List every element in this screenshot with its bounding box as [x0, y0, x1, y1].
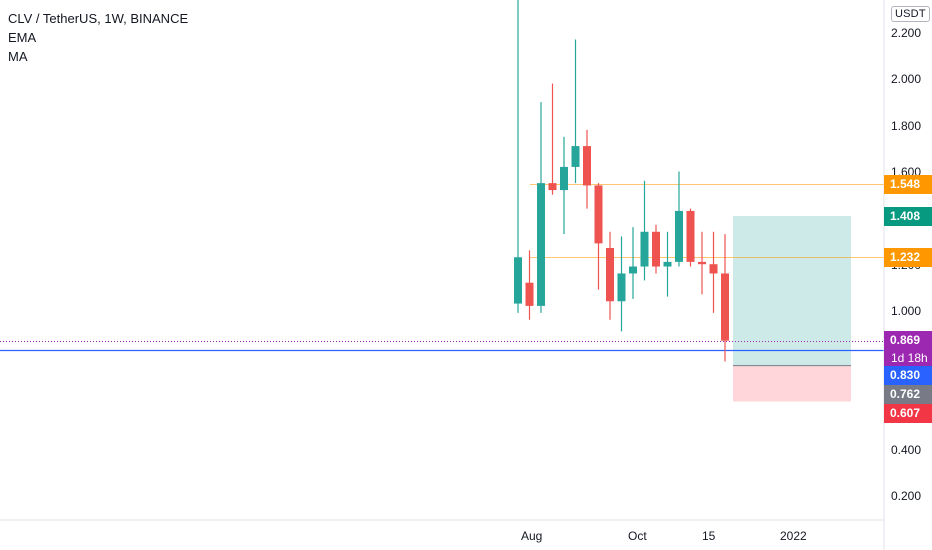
- candle-body: [721, 273, 729, 341]
- candle-body: [617, 273, 626, 302]
- candle-body: [537, 183, 545, 306]
- candle: [514, 0, 522, 313]
- candle: [571, 39, 580, 184]
- blue-line-price-label: 0.830: [884, 366, 932, 385]
- currency-unit-button[interactable]: USDT: [891, 6, 930, 22]
- chart-legend: CLV / TetherUS, 1W, BINANCE EMA MA: [8, 9, 188, 66]
- symbol-title[interactable]: CLV / TetherUS, 1W, BINANCE: [8, 11, 189, 26]
- candle-body: [629, 266, 637, 274]
- y-tick: 1.000: [891, 304, 922, 318]
- long-position-tool[interactable]: [733, 216, 851, 402]
- candle-body: [663, 261, 672, 267]
- candle: [537, 102, 545, 313]
- candle-body: [548, 183, 557, 191]
- horizontal-lines[interactable]: [0, 184, 884, 352]
- x-tick: Oct: [628, 529, 647, 543]
- y-tick: 0.400: [891, 443, 922, 457]
- x-tick: Aug: [521, 529, 543, 543]
- candle: [606, 231, 614, 320]
- candle: [686, 208, 695, 267]
- target-zone: [733, 216, 851, 366]
- y-tick: 1.800: [891, 119, 922, 133]
- candle: [652, 224, 660, 274]
- x-tick: 15: [702, 529, 716, 543]
- candle: [525, 250, 534, 320]
- candle-body: [571, 146, 580, 167]
- candle-body: [686, 210, 695, 262]
- candle: [629, 227, 637, 299]
- indicator-ema[interactable]: EMA: [8, 30, 37, 45]
- lower-line-price-label: 1.232: [884, 248, 932, 267]
- y-tick: 2.200: [891, 26, 922, 40]
- candle-body: [709, 264, 718, 274]
- candle-body: [594, 185, 603, 244]
- candle: [594, 183, 603, 290]
- stop-zone: [733, 365, 851, 402]
- upper-line-price-label: 1.548: [884, 175, 932, 194]
- candle-body: [606, 247, 614, 302]
- candle-body: [675, 210, 683, 262]
- x-tick: 2022: [780, 529, 807, 543]
- y-tick: 2.000: [891, 72, 922, 86]
- candle-body: [652, 231, 660, 267]
- candle: [675, 171, 683, 267]
- entry-price-label: 0.762: [884, 385, 932, 404]
- bar-countdown-label: 1d 18h: [884, 349, 932, 367]
- last-price-label: 0.869: [884, 331, 932, 350]
- candle-body: [583, 146, 591, 186]
- candle: [560, 136, 568, 235]
- candle: [548, 83, 557, 195]
- candle-body: [698, 261, 706, 265]
- candle: [663, 231, 672, 297]
- candle-body: [525, 282, 534, 306]
- candle: [709, 231, 718, 313]
- candle-body: [640, 231, 649, 267]
- candlestick-series: [514, 0, 729, 362]
- candle: [617, 236, 626, 332]
- target-price-label: 1.408: [884, 207, 932, 226]
- candle: [583, 129, 591, 209]
- y-tick: 0.200: [891, 489, 922, 503]
- candle-body: [514, 257, 522, 304]
- stop-price-label: 0.607: [884, 404, 932, 423]
- candle: [698, 231, 706, 295]
- candle: [721, 234, 729, 362]
- candle-body: [560, 166, 568, 191]
- candle: [640, 180, 649, 281]
- indicator-ma[interactable]: MA: [8, 49, 28, 64]
